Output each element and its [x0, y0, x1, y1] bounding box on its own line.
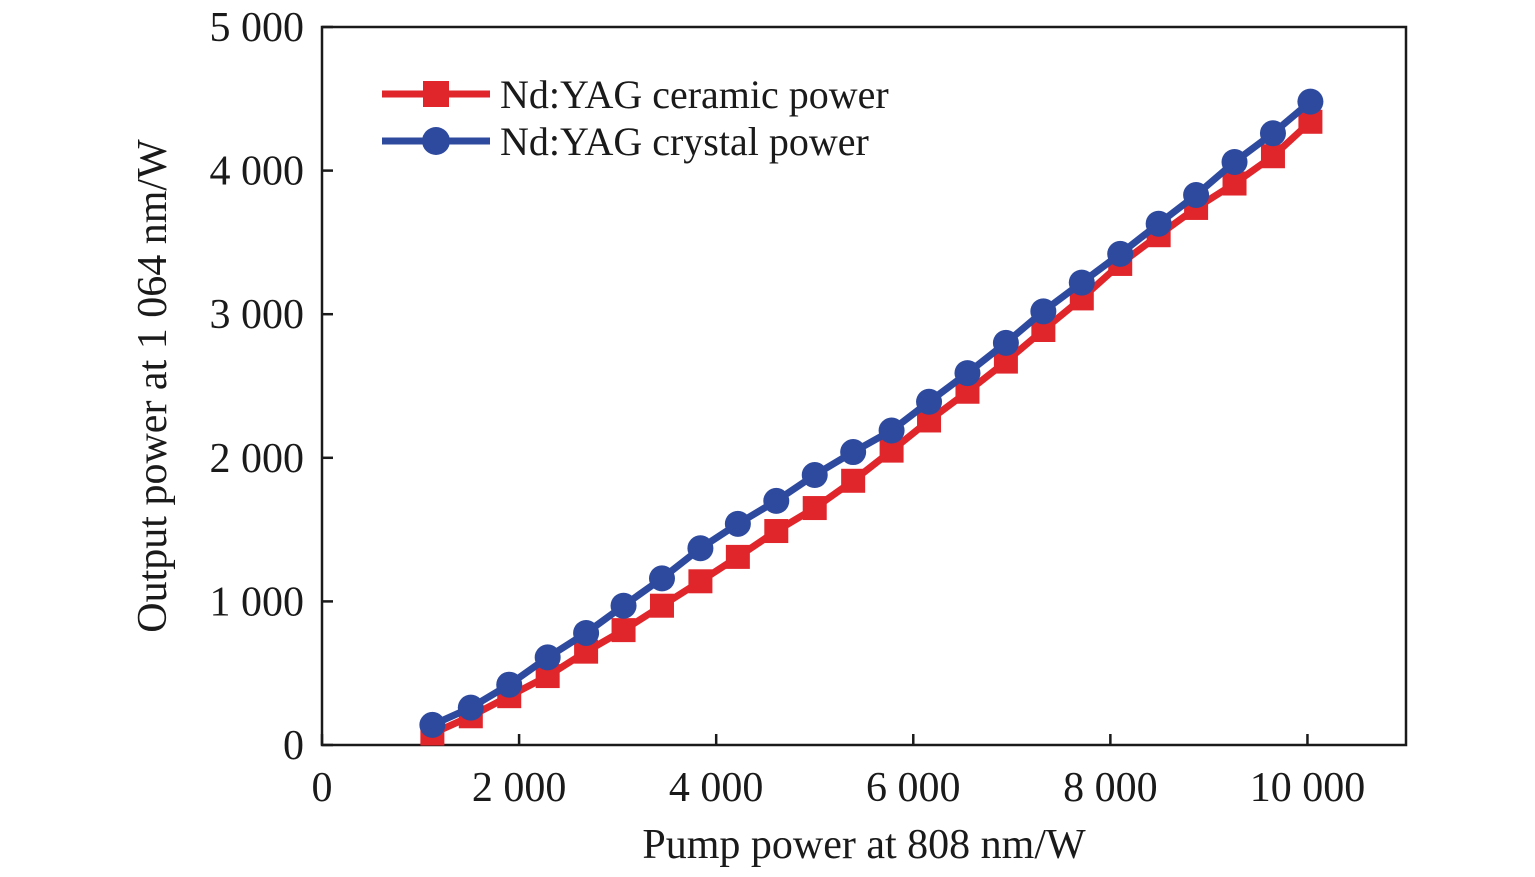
data-point-circle: [840, 439, 867, 466]
data-point-square: [764, 519, 789, 544]
y-axis-label: Output power at 1 064 nm/W: [130, 139, 176, 633]
data-point-circle: [992, 329, 1019, 356]
y-tick-label: 0: [283, 723, 304, 769]
series-line: [430, 119, 1313, 737]
data-point-circle: [1068, 269, 1095, 296]
x-tick-label: 10 000: [1250, 765, 1366, 811]
series-line: [430, 98, 1313, 729]
data-point-circle: [916, 388, 943, 415]
data-point-square: [1222, 171, 1247, 196]
data-point-circle: [1107, 240, 1134, 267]
data-point-circle: [763, 487, 790, 514]
data-point-circle: [1030, 298, 1057, 325]
data-point-circle: [419, 711, 446, 738]
data-point-square: [1260, 144, 1285, 169]
series-crystal: [419, 88, 1324, 738]
x-tick-label: 6 000: [866, 765, 961, 811]
data-point-square: [611, 618, 636, 643]
series-group: [419, 88, 1324, 746]
data-point-circle: [954, 360, 981, 387]
data-point-circle: [724, 510, 751, 537]
data-point-circle: [1259, 120, 1286, 147]
data-point-square: [841, 468, 866, 493]
data-point-circle: [610, 592, 637, 619]
data-point-circle: [1145, 210, 1172, 237]
data-point-circle: [496, 671, 523, 698]
data-point-circle: [457, 694, 484, 721]
legend-marker-square: [423, 81, 449, 107]
data-point-circle: [687, 535, 714, 562]
data-point-circle: [878, 417, 905, 444]
data-point-circle: [648, 565, 675, 592]
data-point-circle: [1183, 182, 1210, 209]
data-point-circle: [1221, 148, 1248, 175]
legend-label: Nd:YAG crystal power: [500, 119, 869, 164]
data-point-circle: [573, 619, 600, 646]
x-tick-label: 2 000: [472, 765, 567, 811]
data-point-circle: [801, 462, 828, 489]
y-tick-label: 4 000: [210, 149, 305, 195]
y-tick-label: 1 000: [210, 579, 305, 625]
data-point-circle: [1297, 88, 1324, 115]
x-tick-label: 8 000: [1063, 765, 1158, 811]
axes-group: 0 2 000 4 000 6 000 8 000 10 000 0 1 000 2 000 3 …: [210, 5, 1408, 811]
data-point-circle: [534, 644, 561, 671]
data-point-square: [649, 593, 674, 618]
y-tick-label: 2 000: [210, 436, 305, 482]
y-tick-label: 5 000: [210, 5, 305, 51]
x-tick-label: 4 000: [669, 765, 764, 811]
data-point-square: [725, 544, 750, 569]
plot-frame: [320, 25, 1408, 747]
y-tick-label: 3 000: [210, 292, 305, 338]
data-point-square: [688, 569, 713, 594]
x-axis-label: Pump power at 808 nm/W: [642, 822, 1086, 868]
x-tick-label: 0: [312, 765, 333, 811]
legend-marker-circle: [422, 127, 450, 155]
legend-label: Nd:YAG ceramic power: [500, 72, 889, 117]
data-point-square: [802, 496, 827, 521]
